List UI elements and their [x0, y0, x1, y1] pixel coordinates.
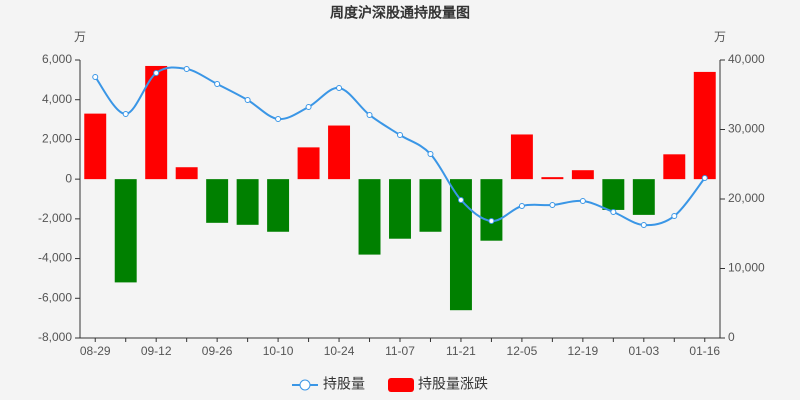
legend-label: 持股量 [323, 376, 365, 392]
y2-tick-label: 30,000 [728, 122, 765, 136]
bar [510, 134, 533, 180]
chart-title: 周度沪深股通持股量图 [330, 5, 470, 21]
bar [571, 170, 594, 180]
x-tick-label: 01-03 [628, 344, 659, 358]
y-tick-label: -6,000 [38, 290, 72, 304]
legend-point [299, 379, 311, 391]
point [671, 213, 678, 220]
point [397, 131, 403, 138]
x-tick-label: 10-24 [324, 344, 355, 358]
point [214, 80, 221, 87]
bar [236, 179, 259, 225]
legend-label: 持股量涨跌 [418, 376, 488, 392]
bar [449, 179, 472, 311]
bar [693, 71, 716, 180]
legend-swatch [388, 378, 414, 392]
bar [663, 154, 686, 180]
point [549, 201, 556, 208]
point [518, 203, 525, 210]
bar [419, 179, 442, 232]
bar [267, 179, 290, 232]
bar [206, 179, 229, 223]
point [153, 69, 160, 76]
point [92, 74, 99, 81]
y-tick-label: -2,000 [38, 211, 72, 225]
y-tick-label: -8,000 [38, 330, 72, 344]
point [366, 111, 373, 118]
point [122, 111, 129, 118]
bar [358, 179, 381, 255]
point [701, 175, 708, 182]
bar [328, 125, 351, 180]
bar [480, 179, 503, 241]
y2-tick-label: 20,000 [728, 191, 765, 205]
bar [632, 179, 655, 215]
point [183, 66, 190, 73]
point [305, 103, 312, 110]
point [244, 96, 251, 103]
point [640, 221, 647, 228]
x-tick-label: 10-10 [263, 344, 294, 358]
y2-tick-label: 0 [728, 330, 735, 344]
x-tick-label: 12-19 [568, 344, 599, 358]
bar [541, 177, 564, 180]
x-tick-label: 01-16 [689, 344, 720, 358]
x-tick-label: 11-07 [385, 344, 415, 358]
y2-tick-label: 40,000 [728, 52, 765, 66]
bar [389, 179, 411, 239]
bar [84, 113, 107, 180]
bar [114, 179, 137, 283]
bar [145, 65, 168, 180]
x-tick-label: 11-21 [446, 344, 476, 358]
x-tick-label: 09-12 [141, 344, 172, 358]
y-tick-label: 6,000 [42, 52, 72, 66]
x-tick-label: 09-26 [202, 344, 233, 358]
point [610, 208, 617, 215]
y2-tick-label: 10,000 [728, 261, 765, 275]
point [275, 116, 282, 123]
x-tick-label: 08-29 [80, 344, 111, 358]
y-tick-label: 2,000 [42, 132, 72, 146]
point [457, 196, 464, 203]
point [336, 85, 343, 92]
bar [602, 179, 625, 210]
y-unit: 万 [74, 30, 86, 44]
y-tick-label: -4,000 [38, 251, 72, 265]
y-tick-label: 0 [65, 171, 72, 185]
point [579, 198, 586, 205]
point [427, 151, 434, 158]
y-tick-label: 4,000 [42, 92, 72, 106]
bar [297, 147, 320, 180]
y2-unit: 万 [714, 30, 726, 44]
bar [175, 167, 198, 180]
x-tick-label: 12-05 [507, 344, 538, 358]
point [488, 218, 495, 225]
